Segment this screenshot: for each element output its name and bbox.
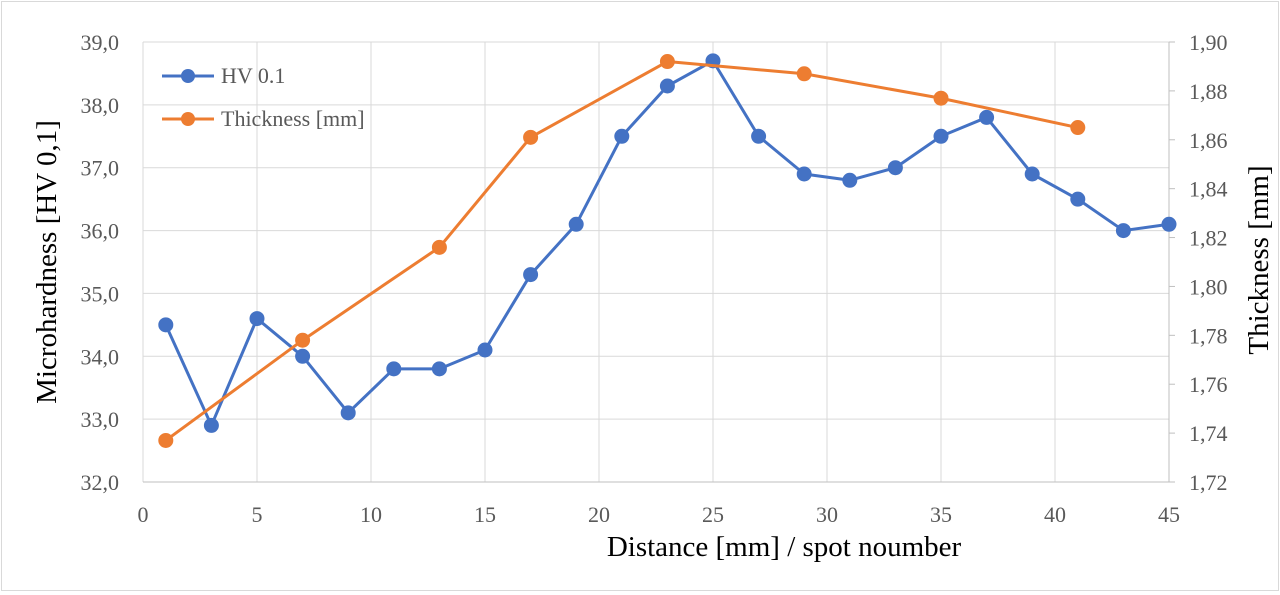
- series-thickness: [158, 54, 1086, 448]
- y2-tick-label: 1,82: [1189, 226, 1228, 251]
- y2-tick-label: 1,90: [1189, 30, 1228, 55]
- data-point: [796, 66, 812, 82]
- data-point: [751, 128, 767, 144]
- y-tick-label: 34,0: [81, 344, 120, 369]
- x-tick-label: 40: [1044, 502, 1066, 527]
- data-point: [1115, 223, 1131, 239]
- x-tick-label: 10: [360, 502, 382, 527]
- data-point: [158, 432, 174, 448]
- y-tick-label: 36,0: [81, 219, 120, 244]
- x-tick-label: 35: [930, 502, 952, 527]
- data-point: [431, 239, 447, 255]
- y-axis-title: Microhardness [HV 0,1]: [31, 120, 63, 404]
- data-point: [295, 348, 311, 364]
- data-point: [979, 109, 995, 125]
- y2-axis-title: Thickness [mm]: [1243, 165, 1275, 354]
- y-tick-label: 33,0: [81, 407, 120, 432]
- data-point: [203, 417, 219, 433]
- y2-tick-label: 1,84: [1189, 177, 1228, 202]
- x-tick-label: 5: [252, 502, 263, 527]
- data-point: [796, 166, 812, 182]
- data-point: [340, 405, 356, 421]
- data-point: [1024, 166, 1040, 182]
- data-point: [659, 54, 675, 70]
- data-point: [1161, 216, 1177, 232]
- x-tick-label: 15: [474, 502, 496, 527]
- x-tick-label: 20: [588, 502, 610, 527]
- x-tick-label: 30: [816, 502, 838, 527]
- legend-label: Thickness [mm]: [221, 106, 365, 131]
- y-tick-label: 37,0: [81, 156, 120, 181]
- data-point: [523, 129, 539, 145]
- data-point: [933, 90, 949, 106]
- data-point: [614, 128, 630, 144]
- legend-label: HV 0.1: [221, 63, 285, 88]
- x-tick-label: 45: [1158, 502, 1180, 527]
- data-point: [659, 78, 675, 94]
- data-point: [887, 160, 903, 176]
- legend-swatch-marker: [181, 112, 195, 126]
- y-tick-label: 35,0: [81, 281, 120, 306]
- data-point: [431, 361, 447, 377]
- y2-tick-label: 1,80: [1189, 274, 1228, 299]
- y2-tick-label: 1,78: [1189, 323, 1228, 348]
- series-line: [164, 60, 1079, 442]
- data-point: [386, 361, 402, 377]
- data-point: [158, 317, 174, 333]
- data-point: [842, 172, 858, 188]
- data-point: [568, 216, 584, 232]
- legend-swatch-marker: [181, 69, 195, 83]
- y-tick-label: 39,0: [81, 30, 120, 55]
- y2-tick-label: 1,86: [1189, 128, 1228, 153]
- axes: 32,0 33,0 34,0 35,0 36,0 37,0 38,0 39,0 0 5 10 15 20…: [81, 30, 1228, 527]
- y-tick-label: 38,0: [81, 93, 120, 118]
- legend: HV 0.1 Thickness [mm]: [162, 63, 365, 131]
- y2-tick-label: 1,74: [1189, 421, 1228, 446]
- data-point: [1070, 120, 1086, 136]
- y-tick-label: 32,0: [81, 470, 120, 495]
- x-axis-title: Distance [mm] / spot noumber: [607, 531, 962, 563]
- x-tick-label: 25: [702, 502, 724, 527]
- y2-tick-label: 1,76: [1189, 372, 1228, 397]
- data-point: [295, 332, 311, 348]
- data-point: [523, 267, 539, 283]
- data-point: [933, 128, 949, 144]
- x-tick-label: 0: [138, 502, 149, 527]
- y2-tick-label: 1,72: [1189, 470, 1228, 495]
- data-point: [1070, 191, 1086, 207]
- data-point: [477, 342, 493, 358]
- series-hv: [158, 53, 1177, 433]
- data-point: [249, 311, 265, 327]
- series-layer: [158, 53, 1177, 448]
- y2-tick-label: 1,88: [1189, 79, 1228, 104]
